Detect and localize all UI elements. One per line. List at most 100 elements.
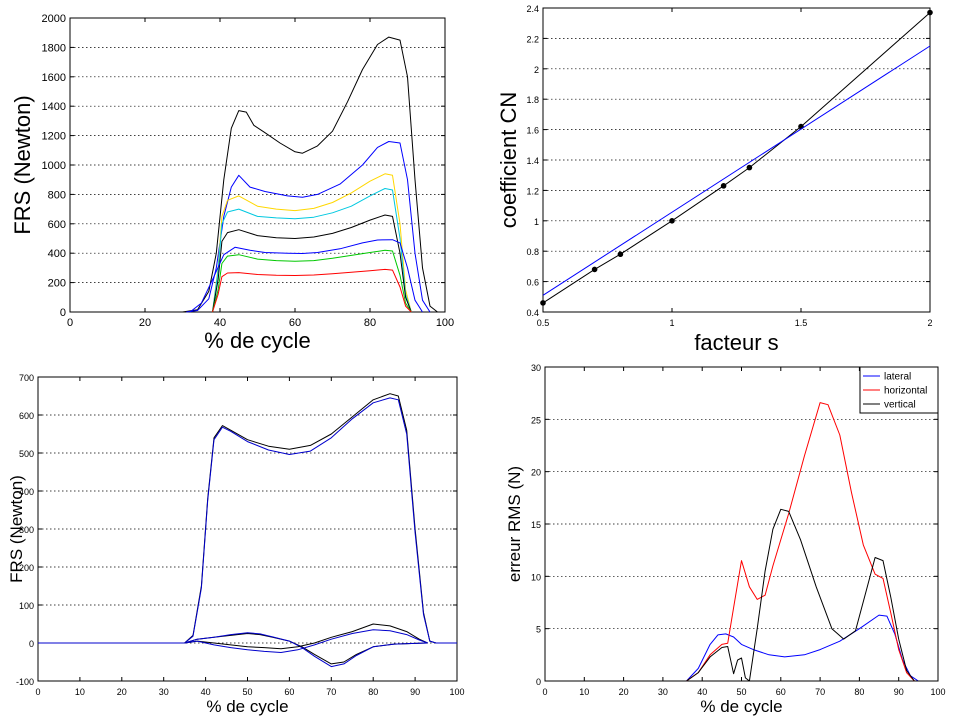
y-tick-label: 1000 — [42, 160, 66, 172]
y-tick-label: 500 — [19, 449, 34, 459]
y-tick-label: 400 — [19, 487, 34, 497]
series-line — [212, 268, 412, 313]
x-tick-label: 30 — [159, 687, 169, 697]
y-tick-label: 2000 — [42, 13, 66, 25]
y-tick-label: 0.6 — [526, 278, 539, 288]
x-tick-label: 20 — [619, 687, 629, 697]
y-tick-label: 5 — [536, 625, 541, 635]
x-tick-label: 100 — [436, 317, 454, 329]
panel-force-cycle-bottom-left: 0 10 20 30 40 50 60 70 80 90 100-10001002003004005… — [7, 373, 465, 716]
series-line — [212, 249, 412, 313]
series-line — [212, 188, 412, 313]
x-tick-label: 0 — [542, 687, 547, 697]
y-tick-label: 30 — [531, 363, 541, 373]
x-tick-label: 0.5 — [537, 318, 550, 328]
series-line — [184, 623, 428, 650]
y-axis-label: FRS (Newton) — [7, 475, 26, 583]
x-axis-label: % de cycle — [204, 328, 310, 353]
legend-label: horizontal — [884, 386, 927, 397]
y-tick-label: 2.4 — [526, 4, 539, 14]
y-axis-label: coefficient CN — [496, 92, 521, 229]
y-tick-label: 20 — [531, 468, 541, 478]
x-tick-label: 50 — [736, 687, 746, 697]
series-line — [212, 173, 412, 313]
series-line — [184, 632, 428, 668]
series-line — [542, 12, 931, 304]
series-line — [38, 397, 457, 644]
y-tick-label: 1200 — [42, 131, 66, 143]
x-tick-label: 0 — [67, 317, 73, 329]
x-tick-label: 10 — [579, 687, 589, 697]
series-line-lateral — [545, 614, 938, 682]
legend: lateral horizontal vertical — [859, 366, 939, 414]
panel-force-cycle-top-left: 0 20 40 60 80 1000200400600800100012001400160… — [10, 13, 454, 353]
y-tick-label: 200 — [48, 278, 66, 290]
y-tick-label: 300 — [19, 525, 34, 535]
y-tick-label: 0.8 — [526, 247, 539, 257]
y-axis-label: erreur RMS (N) — [505, 466, 524, 582]
x-axis-label: % de cycle — [700, 697, 782, 716]
x-tick-label: 1.5 — [795, 318, 808, 328]
y-tick-label: 0.4 — [526, 308, 539, 318]
y-tick-label: 15 — [531, 520, 541, 530]
y-tick-label: 1.6 — [526, 126, 539, 136]
series-line — [189, 239, 423, 313]
y-tick-label: 2.2 — [526, 34, 539, 44]
x-tick-label: 60 — [289, 317, 301, 329]
y-tick-label: 100 — [19, 601, 34, 611]
data-point — [540, 300, 546, 306]
x-tick-label: 1 — [669, 318, 674, 328]
x-axis-label: facteur s — [694, 330, 778, 355]
x-tick-label: 60 — [776, 687, 786, 697]
x-tick-label: 60 — [284, 687, 294, 697]
y-tick-label: -100 — [16, 677, 34, 687]
series-line — [212, 214, 412, 313]
data-point — [927, 9, 933, 16]
y-tick-label: 200 — [19, 563, 34, 573]
x-tick-label: 90 — [894, 687, 904, 697]
x-tick-label: 10 — [75, 687, 85, 697]
series-line — [186, 141, 431, 313]
series-line-vertical — [545, 508, 938, 682]
y-tick-label: 1.2 — [526, 186, 539, 196]
legend-label: vertical — [884, 400, 916, 411]
x-tick-label: 70 — [815, 687, 825, 697]
y-tick-label: 400 — [48, 248, 66, 260]
series-line — [184, 629, 428, 653]
y-tick-label: 1 — [534, 217, 539, 227]
series-line — [184, 633, 428, 665]
panel-coefficient-vs-factor: 0.5 1 1.5 2 0.4 0.6 0.8 1 1.2 1.4 1.6 1.8 2 2.2 2.4 fac… — [496, 4, 933, 355]
legend-box — [859, 366, 939, 414]
x-tick-label: 0 — [35, 687, 40, 697]
y-tick-label: 1.4 — [526, 156, 539, 166]
y-tick-label: 1600 — [42, 72, 66, 84]
series-line — [182, 36, 438, 313]
y-tick-label: 0 — [60, 307, 66, 319]
x-tick-label: 30 — [658, 687, 668, 697]
x-tick-label: 50 — [242, 687, 252, 697]
series-line — [38, 393, 457, 644]
x-tick-label: 2 — [927, 318, 932, 328]
data-point — [720, 183, 727, 189]
x-tick-label: 100 — [930, 687, 945, 697]
x-tick-label: 40 — [214, 317, 226, 329]
x-tick-label: 20 — [139, 317, 151, 329]
y-tick-label: 600 — [19, 411, 34, 421]
x-tick-label: 70 — [326, 687, 336, 697]
x-tick-label: 80 — [364, 317, 376, 329]
series-line — [542, 45, 931, 296]
y-axis-label: FRS (Newton) — [10, 95, 35, 234]
y-tick-label: 600 — [48, 219, 66, 231]
x-tick-label: 80 — [854, 687, 864, 697]
legend-label: lateral — [884, 372, 911, 383]
data-point — [669, 218, 675, 224]
x-tick-label: 90 — [410, 687, 420, 697]
y-tick-label: 800 — [48, 189, 66, 201]
x-tick-label: 80 — [368, 687, 378, 697]
y-tick-label: 700 — [19, 373, 34, 383]
y-tick-label: 25 — [531, 415, 541, 425]
x-tick-label: 40 — [201, 687, 211, 697]
x-axis-label: % de cycle — [206, 697, 288, 716]
x-tick-label: 100 — [449, 687, 464, 697]
